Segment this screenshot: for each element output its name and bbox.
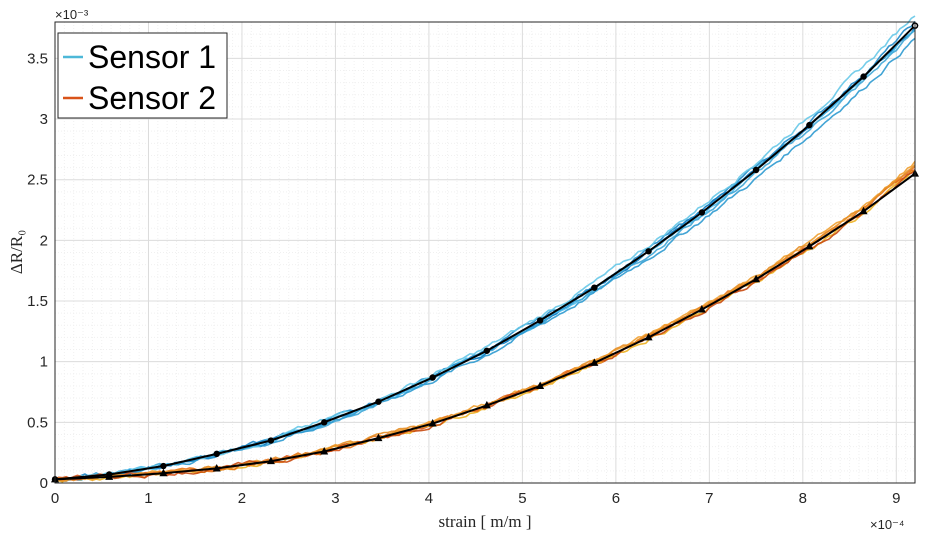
data-point [645, 248, 652, 255]
y-tick-label: 0 [40, 475, 48, 492]
x-exponent-label: ×10⁻⁴ [870, 517, 905, 532]
data-point [212, 463, 221, 472]
data-point [105, 472, 114, 480]
data-point [644, 332, 653, 341]
x-axis-label: strain [ m/m ] [438, 512, 531, 531]
x-tick-label: 8 [799, 490, 807, 507]
data-point [805, 241, 814, 250]
y-tick-label: 2.5 [27, 172, 48, 189]
x-tick-label: 7 [705, 490, 713, 507]
y-tick-label: 1.5 [27, 293, 48, 310]
data-point [320, 446, 329, 455]
legend-box [57, 32, 228, 119]
data-point [591, 284, 598, 291]
data-point [859, 206, 868, 215]
y-tick-label: 3 [40, 111, 48, 128]
data-point [160, 462, 167, 470]
raw-curve-line [54, 37, 916, 482]
x-tick-label: 6 [612, 490, 620, 507]
x-tick-label: 4 [425, 490, 433, 507]
y-axis-label: ΔR/R₀ [7, 230, 26, 274]
data-point [698, 209, 706, 216]
legend-label-sensor-2: Sensor 2 [88, 80, 216, 116]
data-point [752, 166, 760, 174]
data-point [482, 400, 491, 409]
y-exponent-label: ×10⁻³ [55, 7, 89, 22]
raw-curve-line [54, 169, 916, 482]
data-point [159, 468, 168, 477]
data-point [374, 433, 383, 442]
x-tick-label: 1 [144, 490, 152, 507]
y-tick-label: 1 [40, 354, 48, 371]
x-tick-label: 0 [51, 490, 59, 507]
y-tick-label: 2 [40, 232, 48, 249]
data-point [266, 456, 275, 465]
data-point [267, 437, 275, 444]
x-tick-labels: 0 1 2 3 4 5 6 7 8 9 [51, 490, 901, 507]
x-tick-label: 2 [238, 490, 246, 507]
data-point [536, 381, 545, 389]
fit-markers [51, 22, 919, 483]
data-point [590, 358, 599, 366]
data-point [213, 450, 220, 458]
data-point [697, 305, 706, 313]
y-tick-label: 3.5 [27, 50, 48, 67]
data-point [752, 274, 761, 283]
x-tick-label: 3 [331, 490, 339, 507]
data-point [483, 347, 491, 354]
data-point [428, 419, 437, 427]
data-point [806, 121, 813, 129]
plot-frame [54, 21, 916, 484]
data-point [536, 317, 544, 324]
x-tick-label: 5 [518, 490, 526, 507]
y-tick-labels: 0 0.5 1 1.5 2 2.5 3 3.5 [27, 50, 48, 492]
data-point [429, 374, 436, 381]
x-tick-label: 9 [892, 490, 900, 507]
legend-label-sensor-1: Sensor 1 [88, 39, 216, 75]
data-point [375, 398, 382, 405]
data-point [860, 73, 867, 80]
data-point [321, 419, 328, 426]
legend: Sensor 1 Sensor 2 [57, 32, 228, 119]
y-tick-label: 0.5 [27, 414, 48, 431]
